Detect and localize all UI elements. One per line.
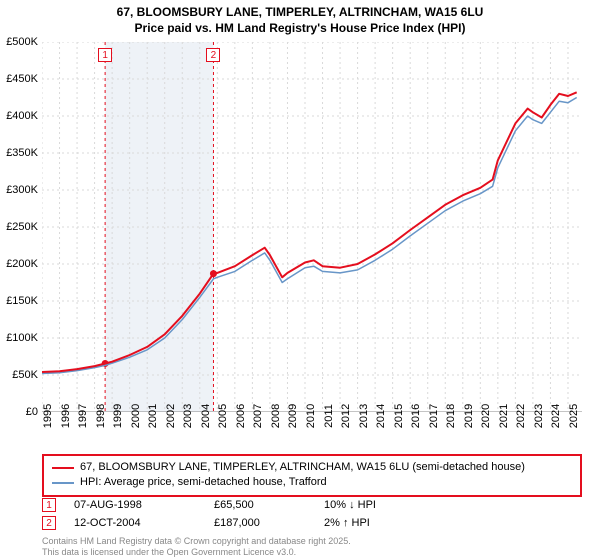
- y-tick-label: £250K: [6, 221, 38, 233]
- chart-marker-1: 1: [98, 48, 112, 62]
- y-tick-label: £100K: [6, 332, 38, 344]
- x-tick-label: 2001: [147, 404, 159, 428]
- x-tick-label: 2008: [270, 404, 282, 428]
- x-tick-label: 2000: [130, 404, 142, 428]
- x-tick-label: 2007: [252, 404, 264, 428]
- x-tick-label: 2009: [287, 404, 299, 428]
- y-tick-label: £300K: [6, 184, 38, 196]
- legend: 67, BLOOMSBURY LANE, TIMPERLEY, ALTRINCH…: [42, 454, 582, 497]
- x-tick-label: 1995: [42, 404, 54, 428]
- marker-num: 1: [42, 498, 56, 512]
- title-line-2: Price paid vs. HM Land Registry's House …: [0, 20, 600, 36]
- x-tick-label: 2002: [165, 404, 177, 428]
- marker-row: 1 07-AUG-1998£65,50010% ↓ HPI: [42, 498, 582, 512]
- x-tick-label: 2011: [323, 404, 335, 428]
- marker-date: 07-AUG-1998: [74, 499, 214, 511]
- x-tick-label: 2021: [498, 404, 510, 428]
- x-tick-label: 2010: [305, 404, 317, 428]
- x-tick-label: 2022: [515, 404, 527, 428]
- x-tick-label: 2003: [182, 404, 194, 428]
- marker-table: 1 07-AUG-1998£65,50010% ↓ HPI 2 12-OCT-2004…: [42, 498, 582, 534]
- x-tick-label: 1996: [60, 404, 72, 428]
- marker-date: 12-OCT-2004: [74, 517, 214, 529]
- x-tick-label: 2025: [568, 404, 580, 428]
- y-tick-label: £350K: [6, 147, 38, 159]
- x-tick-label: 1997: [77, 404, 89, 428]
- y-tick-label: £200K: [6, 258, 38, 270]
- chart-title: 67, BLOOMSBURY LANE, TIMPERLEY, ALTRINCH…: [0, 0, 600, 36]
- attribution-line-2: This data is licensed under the Open Gov…: [42, 547, 351, 558]
- legend-label: HPI: Average price, semi-detached house,…: [80, 475, 327, 490]
- y-tick-label: £400K: [6, 110, 38, 122]
- x-tick-label: 2013: [358, 404, 370, 428]
- x-tick-label: 2018: [445, 404, 457, 428]
- x-tick-label: 2006: [235, 404, 247, 428]
- y-tick-label: £150K: [6, 295, 38, 307]
- legend-label: 67, BLOOMSBURY LANE, TIMPERLEY, ALTRINCH…: [80, 460, 525, 475]
- legend-swatch: [52, 467, 74, 469]
- y-tick-label: £0: [26, 406, 38, 418]
- plot-svg: [42, 42, 582, 412]
- legend-item: HPI: Average price, semi-detached house,…: [52, 475, 574, 490]
- x-tick-label: 1998: [95, 404, 107, 428]
- marker-price: £187,000: [214, 517, 324, 529]
- x-tick-label: 2023: [533, 404, 545, 428]
- x-tick-label: 2016: [410, 404, 422, 428]
- legend-swatch: [52, 482, 74, 484]
- chart-area: £0£50K£100K£150K£200K£250K£300K£350K£400…: [42, 42, 582, 432]
- y-tick-label: £50K: [12, 369, 38, 381]
- legend-item: 67, BLOOMSBURY LANE, TIMPERLEY, ALTRINCH…: [52, 460, 574, 475]
- x-tick-label: 2014: [375, 404, 387, 428]
- x-tick-label: 2012: [340, 404, 352, 428]
- x-tick-label: 1999: [112, 404, 124, 428]
- attribution: Contains HM Land Registry data © Crown c…: [42, 536, 351, 558]
- marker-num: 2: [42, 516, 56, 530]
- marker-price: £65,500: [214, 499, 324, 511]
- chart-marker-2: 2: [206, 48, 220, 62]
- x-tick-label: 2004: [200, 404, 212, 428]
- x-tick-label: 2005: [217, 404, 229, 428]
- marker-diff: 10% ↓ HPI: [324, 499, 464, 511]
- x-tick-label: 2015: [393, 404, 405, 428]
- x-tick-label: 2020: [480, 404, 492, 428]
- x-tick-label: 2017: [428, 404, 440, 428]
- attribution-line-1: Contains HM Land Registry data © Crown c…: [42, 536, 351, 547]
- x-tick-label: 2024: [550, 404, 562, 428]
- x-tick-label: 2019: [463, 404, 475, 428]
- marker-row: 2 12-OCT-2004£187,0002% ↑ HPI: [42, 516, 582, 530]
- title-line-1: 67, BLOOMSBURY LANE, TIMPERLEY, ALTRINCH…: [0, 4, 600, 20]
- y-tick-label: £500K: [6, 36, 38, 48]
- y-tick-label: £450K: [6, 73, 38, 85]
- marker-diff: 2% ↑ HPI: [324, 517, 464, 529]
